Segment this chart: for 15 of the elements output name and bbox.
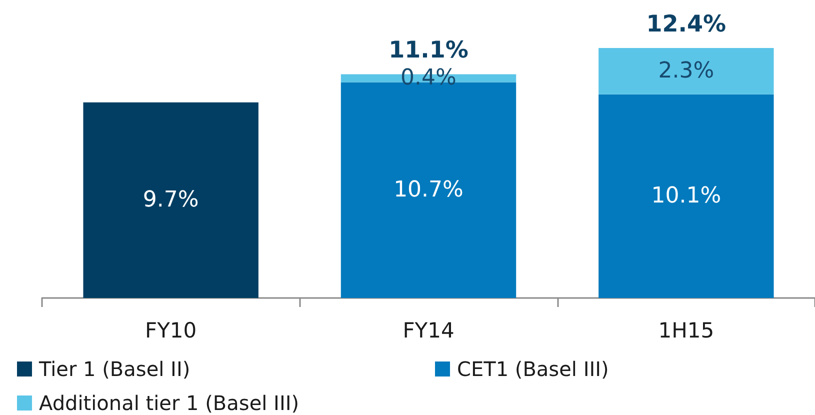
legend-label: Additional tier 1 (Basel III)	[39, 391, 300, 415]
total-label: 12.4%	[646, 12, 726, 38]
x-tick-label: 1H15	[658, 318, 714, 342]
data-label: 2.3%	[658, 58, 714, 84]
bar	[598, 48, 774, 94]
bar	[83, 102, 258, 298]
legend-label: CET1 (Basel III)	[457, 357, 609, 381]
data-label: 10.1%	[651, 184, 722, 209]
bar	[598, 94, 774, 298]
data-label: 10.7%	[394, 178, 464, 203]
legend-label: Tier 1 (Basel II)	[38, 357, 190, 381]
x-tick-label: FY14	[402, 318, 454, 342]
x-tick-label: FY10	[145, 318, 197, 342]
data-label: 9.7%	[142, 188, 199, 213]
total-label: 11.1%	[388, 38, 468, 64]
